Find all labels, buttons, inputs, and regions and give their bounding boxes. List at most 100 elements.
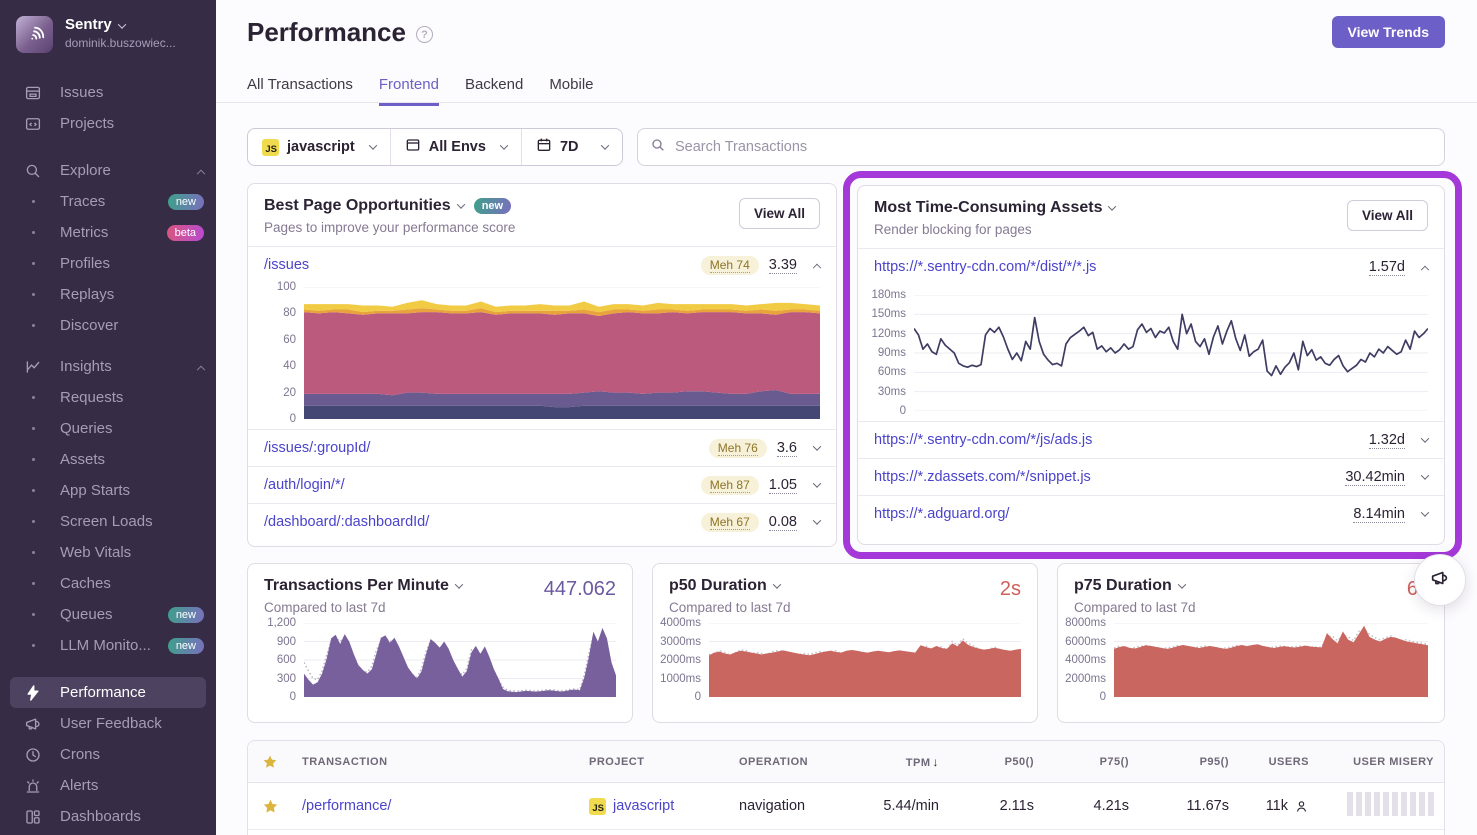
help-icon[interactable]: ? [415, 26, 433, 43]
chevron-down-icon[interactable] [1420, 471, 1430, 480]
card-title[interactable]: Best Page Opportunities new [264, 197, 820, 215]
page-row[interactable]: /auth/login/*/ Meh 87 1.05 [248, 466, 836, 503]
transaction-link[interactable]: /dashboard/:dashboardId/ [264, 514, 430, 530]
sidebar-item-replays[interactable]: Replays [0, 279, 216, 310]
search-input[interactable] [675, 139, 1432, 155]
column-transaction[interactable]: TRANSACTION [302, 755, 388, 768]
sidebar-item-crons[interactable]: Crons [0, 739, 216, 770]
chevron-down-icon[interactable] [812, 479, 822, 488]
sidebar-item-traces[interactable]: Traces new [0, 186, 216, 217]
sidebar-item-caches[interactable]: Caches [0, 568, 216, 599]
bullet-icon [32, 489, 35, 492]
sidebar-item-queries[interactable]: Queries [0, 413, 216, 444]
asset-row[interactable]: https://*.sentry-cdn.com/*/js/ads.js 1.3… [858, 421, 1444, 458]
asset-link[interactable]: https://*.sentry-cdn.com/*/dist/*/*.js [874, 259, 1097, 275]
column-project[interactable]: PROJECT [589, 755, 645, 768]
sidebar-item-screen-loads[interactable]: Screen Loads [0, 506, 216, 537]
sidebar-item-dashboards[interactable]: Dashboards [0, 801, 216, 832]
table-row[interactable]: /performance/ JS javascript navigation 5… [248, 783, 1444, 830]
sidebar-item-profiles[interactable]: Profiles [0, 248, 216, 279]
chevron-up-icon[interactable] [1420, 265, 1430, 275]
tab-frontend[interactable]: Frontend [378, 76, 439, 106]
star-icon [263, 799, 277, 813]
bullet-icon [32, 613, 35, 616]
column-p50[interactable]: P50() [1004, 755, 1034, 768]
p95-value: 11.67s [1186, 798, 1229, 814]
card-subtitle: Pages to improve your performance score [264, 220, 516, 235]
opportunity-value: 3.6 [776, 439, 797, 457]
star-column-header[interactable] [248, 754, 292, 770]
sidebar-item-alerts[interactable]: Alerts [0, 770, 216, 801]
sidebar-item-requests[interactable]: Requests [0, 382, 216, 413]
card-title[interactable]: Most Time-Consuming Assets [874, 199, 1428, 217]
favorite-toggle[interactable] [248, 798, 292, 815]
megaphone-icon [1429, 567, 1451, 594]
card-title[interactable]: p50 Duration [669, 577, 1021, 595]
transaction-link[interactable]: /issues/:groupId/ [264, 440, 371, 456]
chevron-up-icon[interactable] [812, 263, 822, 273]
feedback-button[interactable] [1414, 554, 1466, 606]
sidebar-item-performance[interactable]: Performance [10, 677, 206, 708]
tab-mobile[interactable]: Mobile [549, 76, 594, 93]
best-page-opportunities-card: Best Page Opportunities new Pages to imp… [247, 183, 837, 547]
transaction-link[interactable]: /issues [264, 257, 310, 273]
card-title[interactable]: Transactions Per Minute [264, 577, 616, 595]
sidebar-item-user-feedback[interactable]: User Feedback [0, 708, 216, 739]
sidebar-item-discover[interactable]: Discover [0, 310, 216, 341]
column-p75[interactable]: P75() [1099, 755, 1129, 768]
asset-link[interactable]: https://*.sentry-cdn.com/*/js/ads.js [874, 432, 1093, 448]
column-p95[interactable]: P95() [1199, 755, 1229, 768]
column-users[interactable]: USERS [1268, 755, 1309, 768]
transaction-link[interactable]: /performance/ [302, 798, 392, 814]
chevron-down-icon[interactable] [812, 516, 822, 525]
sidebar-item-metrics[interactable]: Metrics beta [0, 217, 216, 248]
sidebar-section-insights[interactable]: Insights [0, 351, 216, 382]
asset-link[interactable]: https://*.zdassets.com/*/snippet.js [874, 469, 1091, 485]
page-row[interactable]: /dashboard/:dashboardId/ Meh 67 0.08 [248, 503, 836, 540]
tabs-divider [216, 102, 1477, 103]
asset-duration: 30.42min [1345, 468, 1405, 486]
project-link[interactable]: javascript [613, 798, 675, 814]
view-all-button[interactable]: View All [738, 198, 820, 229]
asset-row[interactable]: https://*.zdassets.com/*/snippet.js 30.4… [858, 458, 1444, 495]
p50-duration-card: p50 Duration Compared to last 7d 2s 4000… [652, 563, 1038, 723]
siren-icon [24, 777, 42, 795]
column-tpm[interactable]: TPM ↓ [905, 754, 939, 769]
asset-row[interactable]: https://*.sentry-cdn.com/*/dist/*/*.js 1… [858, 248, 1444, 285]
sidebar-item-issues[interactable]: Issues [0, 77, 216, 108]
card-subtitle: Compared to last 7d [1074, 600, 1196, 615]
sidebar-item-projects[interactable]: Projects [0, 108, 216, 139]
sidebar-item-llm-monitoring[interactable]: LLM Monito... new [0, 630, 216, 661]
bullet-icon [32, 231, 35, 234]
view-all-button[interactable]: View All [1346, 200, 1428, 231]
chevron-down-icon [499, 141, 509, 150]
chevron-down-icon[interactable] [812, 442, 822, 451]
column-operation[interactable]: OPERATION [739, 755, 809, 768]
card-title[interactable]: p75 Duration [1074, 577, 1428, 595]
environment-filter[interactable]: All Envs [389, 129, 521, 165]
sidebar-item-queues[interactable]: Queues new [0, 599, 216, 630]
project-filter[interactable]: JS javascript [248, 129, 390, 165]
page-row[interactable]: /issues/:groupId/ Meh 76 3.6 [248, 429, 836, 466]
sidebar-item-web-vitals[interactable]: Web Vitals [0, 537, 216, 568]
date-range-filter[interactable]: 7D [520, 129, 623, 165]
user-misery-bar [1347, 792, 1434, 816]
view-trends-button[interactable]: View Trends [1331, 16, 1445, 48]
sidebar-section-explore[interactable]: Explore [0, 155, 216, 186]
chevron-down-icon[interactable] [1420, 508, 1430, 517]
tab-backend[interactable]: Backend [464, 76, 524, 93]
search-transactions [637, 128, 1445, 166]
chevron-down-icon[interactable] [1420, 434, 1430, 443]
org-switcher[interactable]: Sentry dominik.buszowiec... [0, 0, 216, 63]
sidebar-item-app-starts[interactable]: App Starts [0, 475, 216, 506]
asset-row[interactable]: https://*.adguard.org/ 8.14min [858, 495, 1444, 532]
chevron-down-icon [117, 20, 126, 29]
sidebar-item-assets[interactable]: Assets [0, 444, 216, 475]
transaction-link[interactable]: /auth/login/*/ [264, 477, 345, 493]
asset-link[interactable]: https://*.adguard.org/ [874, 506, 1010, 522]
chevron-up-icon [196, 169, 206, 178]
column-user-misery[interactable]: USER MISERY [1353, 755, 1434, 768]
page-row[interactable]: /issues Meh 74 3.39 [248, 246, 836, 283]
tab-all-transactions[interactable]: All Transactions [247, 76, 353, 93]
org-user: dominik.buszowiec... [65, 36, 176, 50]
